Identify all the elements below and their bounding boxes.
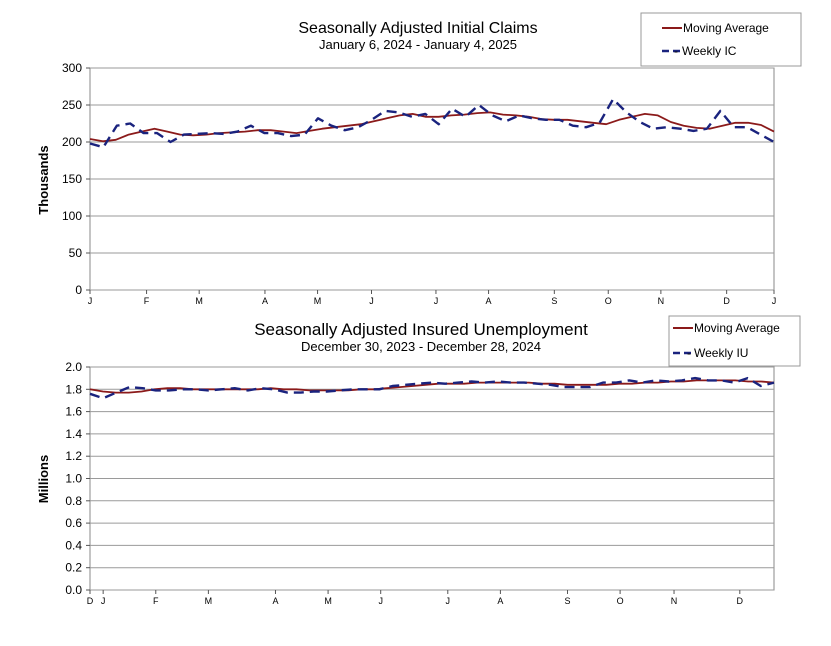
c1-x-tick-label: D	[723, 296, 730, 306]
c1-x-tick-label: A	[486, 296, 492, 306]
c2-x-tick-label: O	[617, 596, 624, 606]
c1-y-tick-label: 50	[69, 246, 83, 260]
c2-x-tick-label: J	[101, 596, 106, 606]
chart1-subtitle: January 6, 2024 - January 4, 2025	[319, 37, 517, 52]
chart2-title: Seasonally Adjusted Insured Unemployment	[254, 320, 588, 339]
c1-x-tick-label: N	[658, 296, 665, 306]
chart1-legend: Moving Average - Weekly IC	[640, 12, 802, 67]
c1-x-tick-label: M	[195, 296, 203, 306]
chart2-gridlines	[86, 366, 775, 594]
c2-y-tick-label: 0.2	[65, 561, 82, 575]
chart1-y-axis-label: Thousands	[36, 145, 51, 214]
chart1-legend-label-ma: Moving Average	[683, 21, 769, 35]
c1-x-tick-label: F	[144, 296, 150, 306]
c2-series-weekly-line	[89, 376, 775, 400]
chart2-legend-label-ma: Moving Average	[694, 321, 780, 335]
chart-initial-claims: Seasonally Adjusted Initial Claims Janua…	[36, 12, 802, 306]
c2-x-tick-label: F	[153, 596, 159, 606]
chart2-legend-box	[668, 315, 801, 367]
c2-x-tick-label: D	[737, 596, 744, 606]
c2-x-tick-label: A	[497, 596, 503, 606]
c2-y-tick-label: 1.8	[65, 382, 82, 396]
chart1-series	[89, 97, 775, 149]
c2-x-tick-label: N	[671, 596, 678, 606]
chart-insured-unemployment: Seasonally Adjusted Insured Unemployment…	[36, 315, 801, 606]
c2-y-tick-label: 1.6	[65, 405, 82, 419]
chart2-series	[89, 376, 775, 400]
c2-x-tick-label: A	[272, 596, 278, 606]
chart1-y-tick-labels: 0 50 100 150 200 250 300	[62, 61, 82, 297]
chart1-legend-label-weekly: Weekly IC	[682, 44, 737, 58]
c1-y-tick-label: 300	[62, 61, 82, 75]
c2-x-tick-label: S	[564, 596, 570, 606]
c2-x-tick-label: J	[446, 596, 451, 606]
chart1-legend-box	[640, 12, 802, 67]
chart2-legend-label-weekly: Weekly IU	[694, 346, 748, 360]
c2-y-tick-label: 2.0	[65, 360, 82, 374]
c2-y-tick-label: 0.4	[65, 538, 82, 552]
c2-y-tick-label: 0.0	[65, 583, 82, 597]
c1-y-tick-label: 150	[62, 172, 82, 186]
chart2-legend: Moving Average - Weekly IU	[668, 315, 801, 367]
chart1-legend-dash: -	[674, 44, 678, 58]
chart2-subtitle: December 30, 2023 - December 28, 2024	[301, 339, 541, 354]
c1-x-tick-label: A	[262, 296, 268, 306]
c1-x-tick-label: J	[434, 296, 439, 306]
c2-x-tick-label: J	[378, 596, 383, 606]
chart1-title: Seasonally Adjusted Initial Claims	[298, 20, 537, 37]
c1-x-tick-label: J	[88, 296, 93, 306]
c1-y-tick-label: 0	[75, 283, 82, 297]
c1-x-tick-label: J	[369, 296, 374, 306]
c2-x-tick-label: M	[205, 596, 213, 606]
c1-x-tick-label: S	[551, 296, 557, 306]
c1-x-tick-label: M	[314, 296, 322, 306]
c1-series-moving-average-line	[89, 111, 775, 143]
c1-series-weekly-line	[89, 97, 775, 149]
c2-x-tick-label: M	[324, 596, 332, 606]
c2-x-tick-label: D	[87, 596, 94, 606]
c1-y-tick-label: 250	[62, 98, 82, 112]
c2-y-tick-label: 1.2	[65, 449, 82, 463]
c1-x-tick-label: J	[772, 296, 777, 306]
c2-y-tick-label: 1.4	[65, 427, 82, 441]
c1-y-tick-label: 200	[62, 135, 82, 149]
chart2-y-axis-label: Millions	[36, 455, 51, 503]
chart2-legend-dash: -	[687, 346, 691, 360]
c2-y-tick-label: 1.0	[65, 472, 82, 486]
chart1-gridlines	[86, 67, 775, 294]
c1-y-tick-label: 100	[62, 209, 82, 223]
c2-y-tick-label: 0.8	[65, 494, 82, 508]
c1-x-tick-label: O	[605, 296, 612, 306]
c2-y-tick-label: 0.6	[65, 516, 82, 530]
chart2-y-tick-labels: 0.0 0.2 0.4 0.6 0.8 1.0 1.2 1.4 1.6 1.8 2.0	[65, 360, 82, 597]
